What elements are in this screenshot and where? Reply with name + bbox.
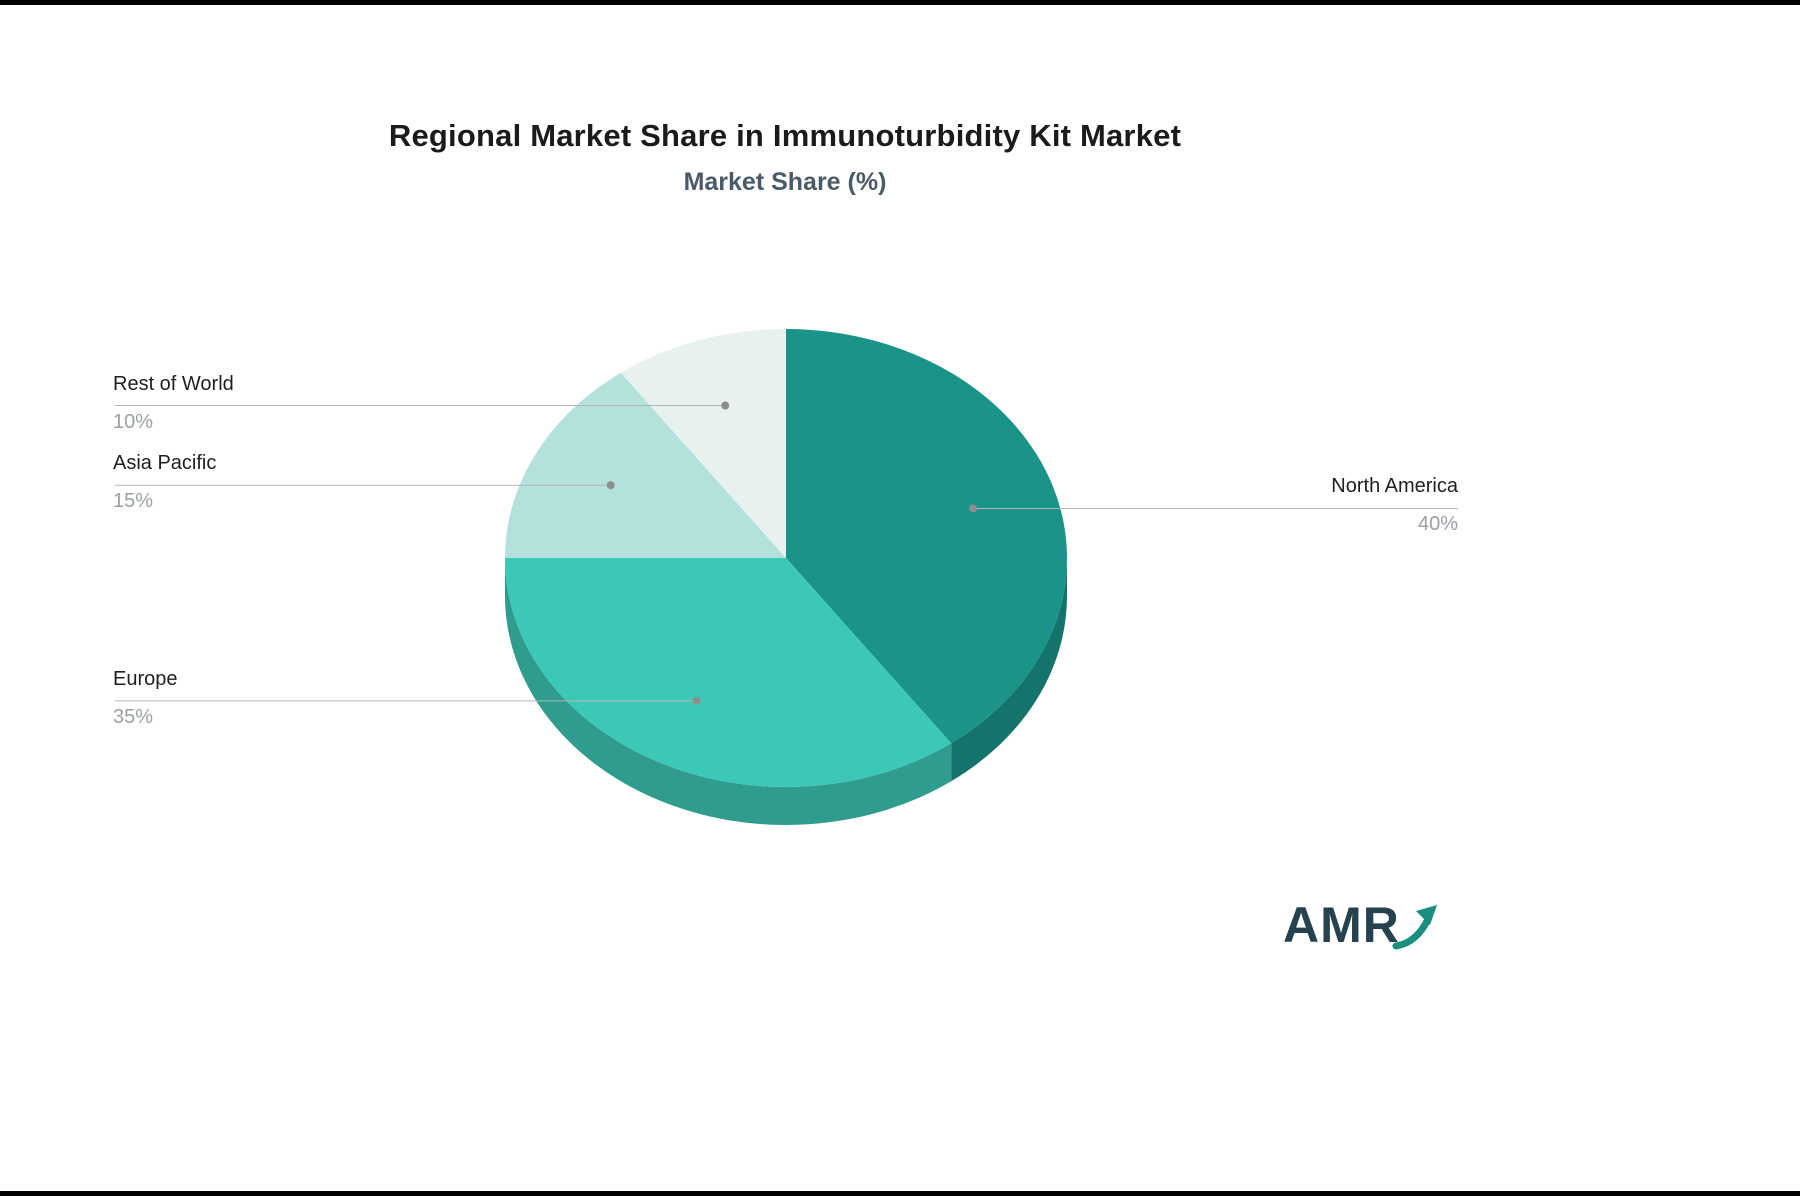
leader-dot: [969, 504, 978, 513]
pie-label-europe: Europe 35%: [113, 667, 453, 729]
pie-label-value: 35%: [113, 705, 154, 728]
pie-label-name: North America: [1331, 475, 1458, 498]
pie-label-name: Rest of World: [113, 372, 234, 395]
chart-title: Regional Market Share in Immunoturbidity…: [388, 118, 1182, 153]
pie-label-name: Asia Pacific: [113, 452, 217, 475]
pie-slice-side-europe: [505, 558, 952, 825]
pie-label-value: 40%: [1417, 513, 1458, 536]
pie-label-name: Europe: [113, 667, 178, 690]
leader-dot: [692, 696, 701, 705]
pie-slice-rest-of-world: [620, 329, 786, 558]
leader-dot: [606, 481, 615, 490]
pie-label-north-america: North America 40%: [1118, 474, 1458, 536]
pie-label-asia-pacific: Asia Pacific 15%: [113, 451, 453, 513]
pie-slice-north-america: [786, 329, 1067, 744]
top-border: [0, 0, 1800, 5]
pie-label-rest-of-world: Rest of World 10%: [113, 372, 453, 434]
pie-label-value: 15%: [113, 490, 154, 513]
pie-label-value: 10%: [113, 410, 154, 433]
pie-slice-asia-pacific: [505, 372, 786, 558]
amr-logo: AMR: [1283, 896, 1440, 954]
bottom-border: [0, 1191, 1800, 1196]
pie-slice-europe: [505, 558, 952, 787]
chart-subtitle: Market Share (%): [683, 168, 887, 196]
growth-arrow-icon: [1392, 905, 1437, 950]
amr-logo-text: AMR: [1283, 897, 1400, 953]
leader-dot: [721, 401, 730, 410]
pie-slice-side-north-america: [951, 558, 1067, 782]
